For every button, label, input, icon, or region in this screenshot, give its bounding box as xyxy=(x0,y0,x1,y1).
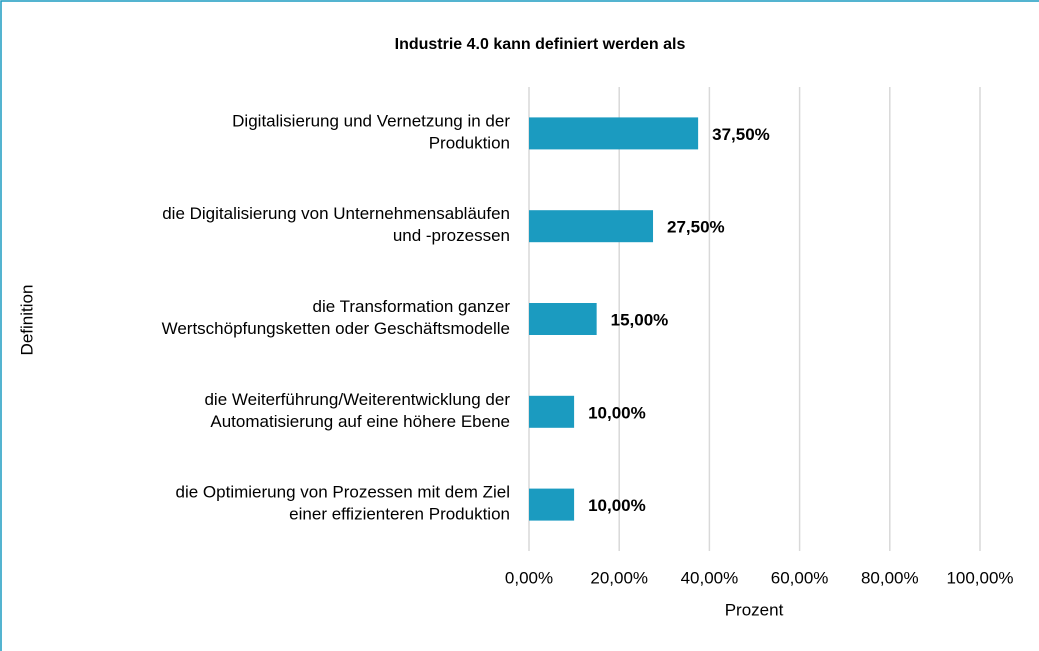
bar xyxy=(529,303,597,335)
x-tick-label: 0,00% xyxy=(505,568,553,587)
data-label: 27,50% xyxy=(667,218,725,237)
y-axis-label: Definition xyxy=(17,285,36,356)
x-axis-label: Prozent xyxy=(725,600,784,619)
x-tick-label: 60,00% xyxy=(771,568,829,587)
x-tick-label: 80,00% xyxy=(861,568,919,587)
y-tick-label: Digitalisierung und Vernetzung in der Pro… xyxy=(232,112,510,153)
chart-title: Industrie 4.0 kann definiert werden als xyxy=(395,36,686,53)
bar xyxy=(529,488,575,521)
y-tick-label: die Optimierung von Prozessen mit dem Zi… xyxy=(176,483,510,524)
y-tick-label: die Digitalisierung von Unternehmensablä… xyxy=(162,205,510,246)
data-label: 10,00% xyxy=(588,496,646,515)
bar xyxy=(529,117,699,150)
x-tick-label: 20,00% xyxy=(590,568,648,587)
data-label: 15,00% xyxy=(611,310,669,329)
y-tick-label: die Weiterführung/Weiterentwicklung der A… xyxy=(204,390,510,431)
data-label: 10,00% xyxy=(588,403,646,422)
bar xyxy=(529,395,575,428)
bar xyxy=(529,210,654,243)
x-tick-label: 40,00% xyxy=(681,568,739,587)
x-tick-label: 100,00% xyxy=(946,568,1013,587)
data-label: 37,50% xyxy=(712,125,770,144)
y-tick-label: die Transformation ganzer Wertschöpfungsk… xyxy=(162,297,511,338)
